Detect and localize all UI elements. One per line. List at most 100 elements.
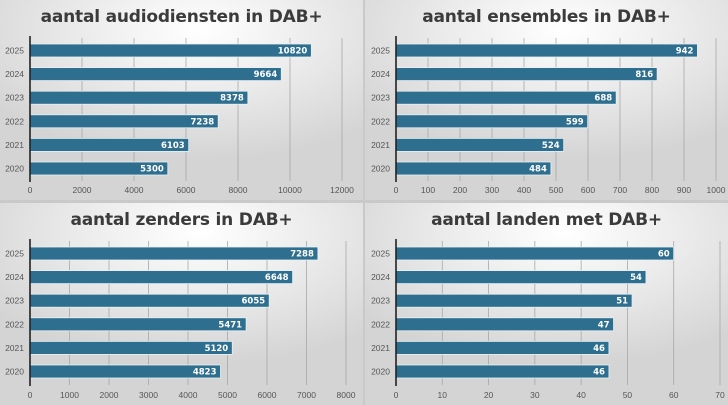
bar <box>395 270 647 284</box>
x-tick-label: 4000 <box>125 185 144 195</box>
chart-plot: 0 2000 4000 6000 8000 10000 12000 2025 10820 2024… <box>5 36 354 195</box>
y-category-label: 2023 <box>5 93 24 103</box>
x-tick-label: 8000 <box>337 390 356 400</box>
x-tick-label: 8000 <box>229 185 248 195</box>
x-tick-label: 2000 <box>73 185 92 195</box>
y-category-label: 2021 <box>5 343 24 353</box>
chart-title: aantal audiodiensten in DAB+ <box>40 7 323 27</box>
y-category-label: 2021 <box>371 140 390 150</box>
data-label: 816 <box>635 70 653 80</box>
y-category-label: 2023 <box>371 296 390 306</box>
y-category-label: 2025 <box>5 46 24 56</box>
data-label: 6055 <box>242 297 266 307</box>
data-label: 60 <box>658 250 670 260</box>
data-label: 54 <box>630 273 642 283</box>
bar <box>395 161 552 176</box>
y-category-label: 2021 <box>5 140 24 150</box>
chart-panel-ensembles: aantal ensembles in DAB+ 0 100 200 300 400 50… <box>365 0 728 200</box>
x-tick-label: 20 <box>484 390 494 400</box>
chart-plot: 0 100 200 300 400 500 600 700 800 900 1000 2025 942 2… <box>371 36 726 195</box>
x-tick-label: 0 <box>394 185 399 195</box>
x-tick-label: 70 <box>715 390 725 400</box>
y-category-label: 2022 <box>5 116 24 126</box>
x-tick-label: 4000 <box>179 390 198 400</box>
x-tick-label: 12000 <box>330 185 354 195</box>
x-tick-label: 100 <box>421 185 435 195</box>
y-category-label: 2023 <box>5 296 24 306</box>
x-tick-label: 0 <box>28 185 33 195</box>
bar <box>395 340 610 355</box>
x-tick-label: 60 <box>669 390 679 400</box>
y-category-label: 2021 <box>371 343 390 353</box>
chart-title: aantal zenders in DAB+ <box>70 210 293 230</box>
x-tick-label: 0 <box>394 390 399 400</box>
bar <box>395 246 675 261</box>
data-label: 46 <box>593 368 605 378</box>
y-category-label: 2024 <box>5 69 24 79</box>
x-tick-label: 600 <box>581 185 595 195</box>
x-tick-label: 200 <box>453 185 467 195</box>
data-label: 5120 <box>205 344 229 354</box>
x-tick-label: 3000 <box>139 390 158 400</box>
data-label: 9664 <box>254 70 278 80</box>
bar <box>395 364 610 379</box>
chart-panel-zenders: aantal zenders in DAB+ 0 1000 2000 3000 4000… <box>0 203 363 405</box>
chart-panel-landen: aantal landen met DAB+ 0 10 20 30 40 50 60 70 20… <box>365 203 728 405</box>
y-category-label: 2022 <box>5 319 24 329</box>
x-tick-label: 30 <box>530 390 540 400</box>
x-tick-label: 10000 <box>278 185 302 195</box>
x-tick-label: 500 <box>549 185 563 195</box>
bar <box>29 43 312 58</box>
bar <box>395 90 617 105</box>
y-category-label: 2022 <box>371 319 390 329</box>
y-category-label: 2024 <box>371 69 390 79</box>
data-label: 10820 <box>278 47 308 57</box>
y-category-label: 2020 <box>371 164 390 174</box>
bar <box>395 114 589 129</box>
y-category-label: 2024 <box>371 272 390 282</box>
data-label: 4823 <box>193 368 217 378</box>
data-label: 7238 <box>191 117 215 127</box>
y-category-label: 2025 <box>371 249 390 259</box>
y-category-label: 2023 <box>371 93 390 103</box>
data-label: 5300 <box>140 165 164 175</box>
chart-plot: 0 1000 2000 3000 4000 5000 6000 7000 8000 2025 728… <box>5 239 356 400</box>
bar <box>395 293 633 308</box>
data-label: 7288 <box>290 250 314 260</box>
bar <box>29 317 247 332</box>
x-tick-label: 800 <box>645 185 659 195</box>
x-tick-label: 2000 <box>100 390 119 400</box>
bar <box>29 270 293 284</box>
chart-title: aantal ensembles in DAB+ <box>422 7 671 27</box>
chart-panel-audiodiensten: aantal audiodiensten in DAB+ 0 2000 4000 60… <box>0 0 363 200</box>
x-tick-label: 400 <box>517 185 531 195</box>
bar <box>29 67 282 81</box>
x-tick-label: 1000 <box>707 185 726 195</box>
y-category-label: 2024 <box>5 272 24 282</box>
x-tick-label: 6000 <box>177 185 196 195</box>
data-label: 484 <box>529 165 547 175</box>
x-tick-label: 1000 <box>60 390 79 400</box>
data-label: 599 <box>566 117 584 127</box>
data-label: 942 <box>676 47 694 57</box>
y-category-label: 2025 <box>5 249 24 259</box>
bar <box>29 90 249 105</box>
data-label: 6103 <box>161 141 185 151</box>
x-tick-label: 40 <box>576 390 586 400</box>
chart-plot: 0 10 20 30 40 50 60 70 2025 60 2024 54 2023 51 2022 47 2… <box>371 239 725 400</box>
x-tick-label: 10 <box>438 390 448 400</box>
bar <box>29 246 319 261</box>
bar <box>395 67 658 81</box>
x-tick-label: 6000 <box>258 390 277 400</box>
y-category-label: 2020 <box>5 164 24 174</box>
bar <box>395 43 698 58</box>
x-tick-label: 50 <box>623 390 633 400</box>
y-category-label: 2025 <box>371 46 390 56</box>
data-label: 5471 <box>218 320 242 330</box>
y-category-label: 2020 <box>5 367 24 377</box>
data-label: 46 <box>593 344 605 354</box>
y-category-label: 2022 <box>371 116 390 126</box>
data-label: 6648 <box>265 273 289 283</box>
data-label: 524 <box>542 141 560 151</box>
